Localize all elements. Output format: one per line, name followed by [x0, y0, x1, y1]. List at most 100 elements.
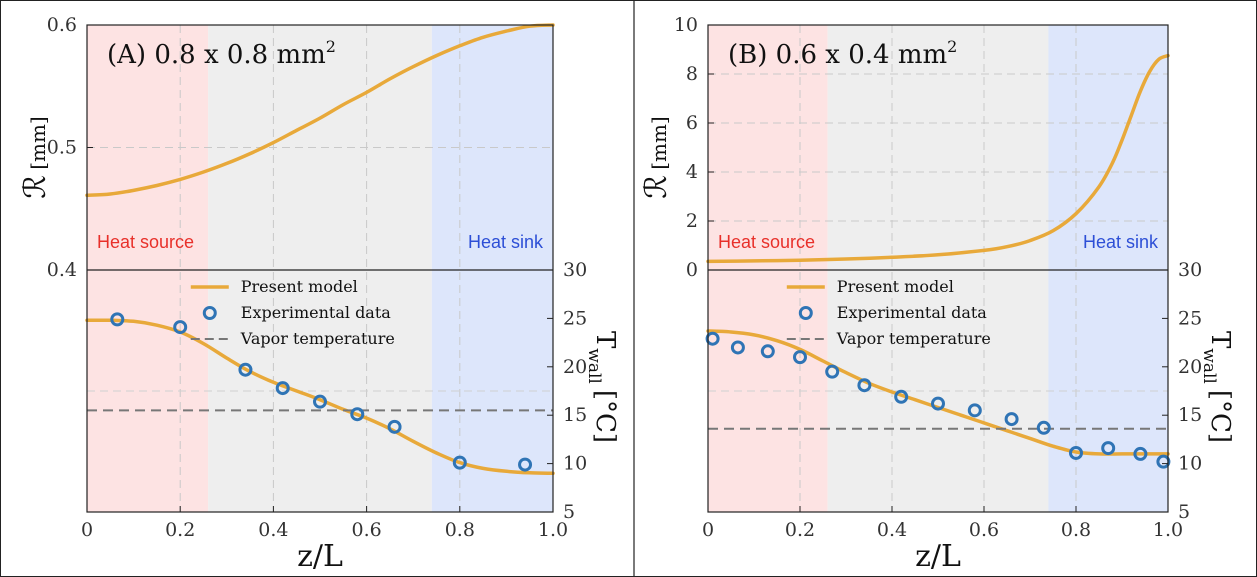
- x-tick-label: 0: [702, 519, 714, 541]
- bottom-y-tick-label: 25: [563, 307, 587, 329]
- present-model-line: [85, 318, 555, 476]
- top-y-tick-label: 8: [686, 63, 698, 85]
- top-y-axis-unit: [mm]: [26, 116, 50, 170]
- present-model-line: [706, 329, 1170, 456]
- region-heat-sink-band: [431, 25, 553, 512]
- region-heat-source-band: [87, 25, 209, 512]
- experimental-data-point: [238, 362, 253, 377]
- x-tick-label: 1.0: [538, 519, 568, 541]
- region-label-heat-source: Heat source: [97, 232, 194, 252]
- experimental-data-point: [350, 407, 365, 422]
- panel-title-superscript: 2: [326, 37, 336, 56]
- x-tick-label: 0: [81, 519, 93, 541]
- top-y-axis-unit: [mm]: [647, 116, 671, 170]
- experimental-data-point: [825, 364, 840, 379]
- top-y-tick-label: 0.4: [47, 259, 77, 281]
- experimental-data-point: [760, 344, 775, 359]
- top-y-axis-label: ℛ [mm]: [18, 116, 53, 198]
- x-tick-label: 0.6: [969, 519, 999, 541]
- bottom-y-axis-subscript: wall: [584, 348, 604, 384]
- meniscus-radius-curve: [706, 53, 1170, 264]
- x-tick-label: 0.8: [1061, 519, 1091, 541]
- x-axis-label: z/L: [297, 539, 343, 574]
- region-middle-band: [827, 25, 1049, 512]
- bottom-y-tick-label: 30: [1178, 259, 1202, 281]
- panel-title-text: (B) 0.6 x 0.4 mm: [728, 40, 947, 70]
- x-axis-label: z/L: [915, 539, 961, 574]
- panel-title-text: (A) 0.8 x 0.8 mm: [107, 40, 326, 70]
- experimental-data-point: [857, 378, 872, 393]
- region-label-heat-sink: Heat sink: [468, 232, 544, 252]
- experimental-data-point: [705, 331, 720, 346]
- experimental-data-point: [173, 320, 188, 335]
- region-heat-source-band: [708, 25, 828, 512]
- experimental-data-point: [518, 457, 533, 472]
- experimental-data-point: [894, 389, 909, 404]
- bottom-y-tick-label: 10: [1178, 453, 1202, 475]
- top-y-tick-label: 0: [686, 259, 698, 281]
- region-middle-band: [208, 25, 432, 512]
- panel-a: Heat source Heat sink 0 0.2 0.4 0.6 0.8 1.0 0.4 0…: [18, 14, 620, 574]
- experimental-data-point: [387, 419, 402, 434]
- bottom-y-axis-label: Twall [°C]: [1199, 331, 1235, 443]
- experimental-data-point: [931, 396, 945, 411]
- panel-b: Heat source Heat sink 0 0.2 0.4 0.6 0.8 1.0 0 2 4 6…: [639, 14, 1235, 574]
- experimental-data-point: [1101, 441, 1116, 456]
- bottom-y-tick-label: 10: [563, 453, 587, 475]
- legend-swatch-experimental-data: [798, 306, 813, 320]
- plot-frame: [707, 24, 1169, 513]
- legend-entry: Vapor temperature: [836, 329, 991, 348]
- experimental-data-point: [1036, 420, 1051, 435]
- x-tick-label: 0.4: [877, 519, 907, 541]
- top-y-tick-label: 4: [686, 161, 698, 183]
- experimental-data-point: [730, 340, 745, 355]
- legend-entry: Present model: [241, 277, 358, 296]
- legend-entry: Experimental data: [241, 303, 392, 322]
- x-tick-label: 0.6: [351, 519, 381, 541]
- top-y-tick-label: 0.5: [47, 137, 77, 159]
- bottom-y-tick-label: 25: [1178, 307, 1202, 329]
- experimental-data-point: [1004, 412, 1019, 427]
- bottom-y-axis-symbol: T: [1205, 331, 1235, 349]
- legend-entry: Present model: [837, 277, 954, 296]
- bottom-y-tick-label: 20: [563, 356, 587, 378]
- plot-frame: [86, 24, 554, 513]
- top-y-axis-symbol: ℛ: [18, 175, 53, 199]
- x-tick-label: 1.0: [1153, 519, 1183, 541]
- legend-swatch-experimental-data: [202, 306, 217, 320]
- experimental-data-point: [1133, 446, 1148, 461]
- bottom-y-tick-label: 5: [563, 501, 575, 523]
- bottom-y-tick-label: 5: [1178, 501, 1190, 523]
- x-tick-label: 0.8: [445, 519, 475, 541]
- experimental-data-point: [313, 394, 327, 409]
- bottom-y-tick-label: 20: [1178, 356, 1202, 378]
- panel-title-superscript: 2: [947, 37, 957, 56]
- top-y-axis-symbol: ℛ: [639, 175, 674, 199]
- bottom-y-axis-label: Twall [°C]: [584, 331, 620, 443]
- x-tick-label: 0.4: [258, 519, 288, 541]
- experimental-data-point: [967, 403, 982, 418]
- bottom-y-axis-unit: [°C]: [1205, 390, 1235, 443]
- top-y-tick-label: 6: [686, 112, 698, 134]
- experimental-data-point: [1069, 445, 1083, 460]
- bottom-y-tick-label: 15: [1178, 404, 1202, 426]
- panel-title: (B) 0.6 x 0.4 mm2: [728, 37, 957, 70]
- x-tick-label: 0.2: [165, 519, 195, 541]
- x-tick-label: 0.2: [785, 519, 815, 541]
- experimental-data-point: [110, 312, 125, 327]
- experimental-data-point: [275, 381, 290, 396]
- experimental-data-point: [1156, 454, 1171, 469]
- experimental-data-point: [452, 455, 467, 470]
- bottom-y-tick-label: 30: [563, 259, 587, 281]
- panel-title: (A) 0.8 x 0.8 mm2: [107, 37, 336, 70]
- meniscus-radius-curve: [85, 23, 555, 198]
- top-y-tick-label: 0.6: [47, 14, 77, 36]
- bottom-y-tick-label: 15: [563, 404, 587, 426]
- top-y-tick-label: 2: [686, 210, 698, 232]
- region-heat-sink-band: [1048, 25, 1168, 512]
- experimental-data-point: [793, 350, 807, 365]
- bottom-y-axis-symbol: T: [590, 331, 620, 349]
- top-y-tick-label: 10: [674, 14, 698, 36]
- legend-entry: Vapor temperature: [240, 329, 395, 348]
